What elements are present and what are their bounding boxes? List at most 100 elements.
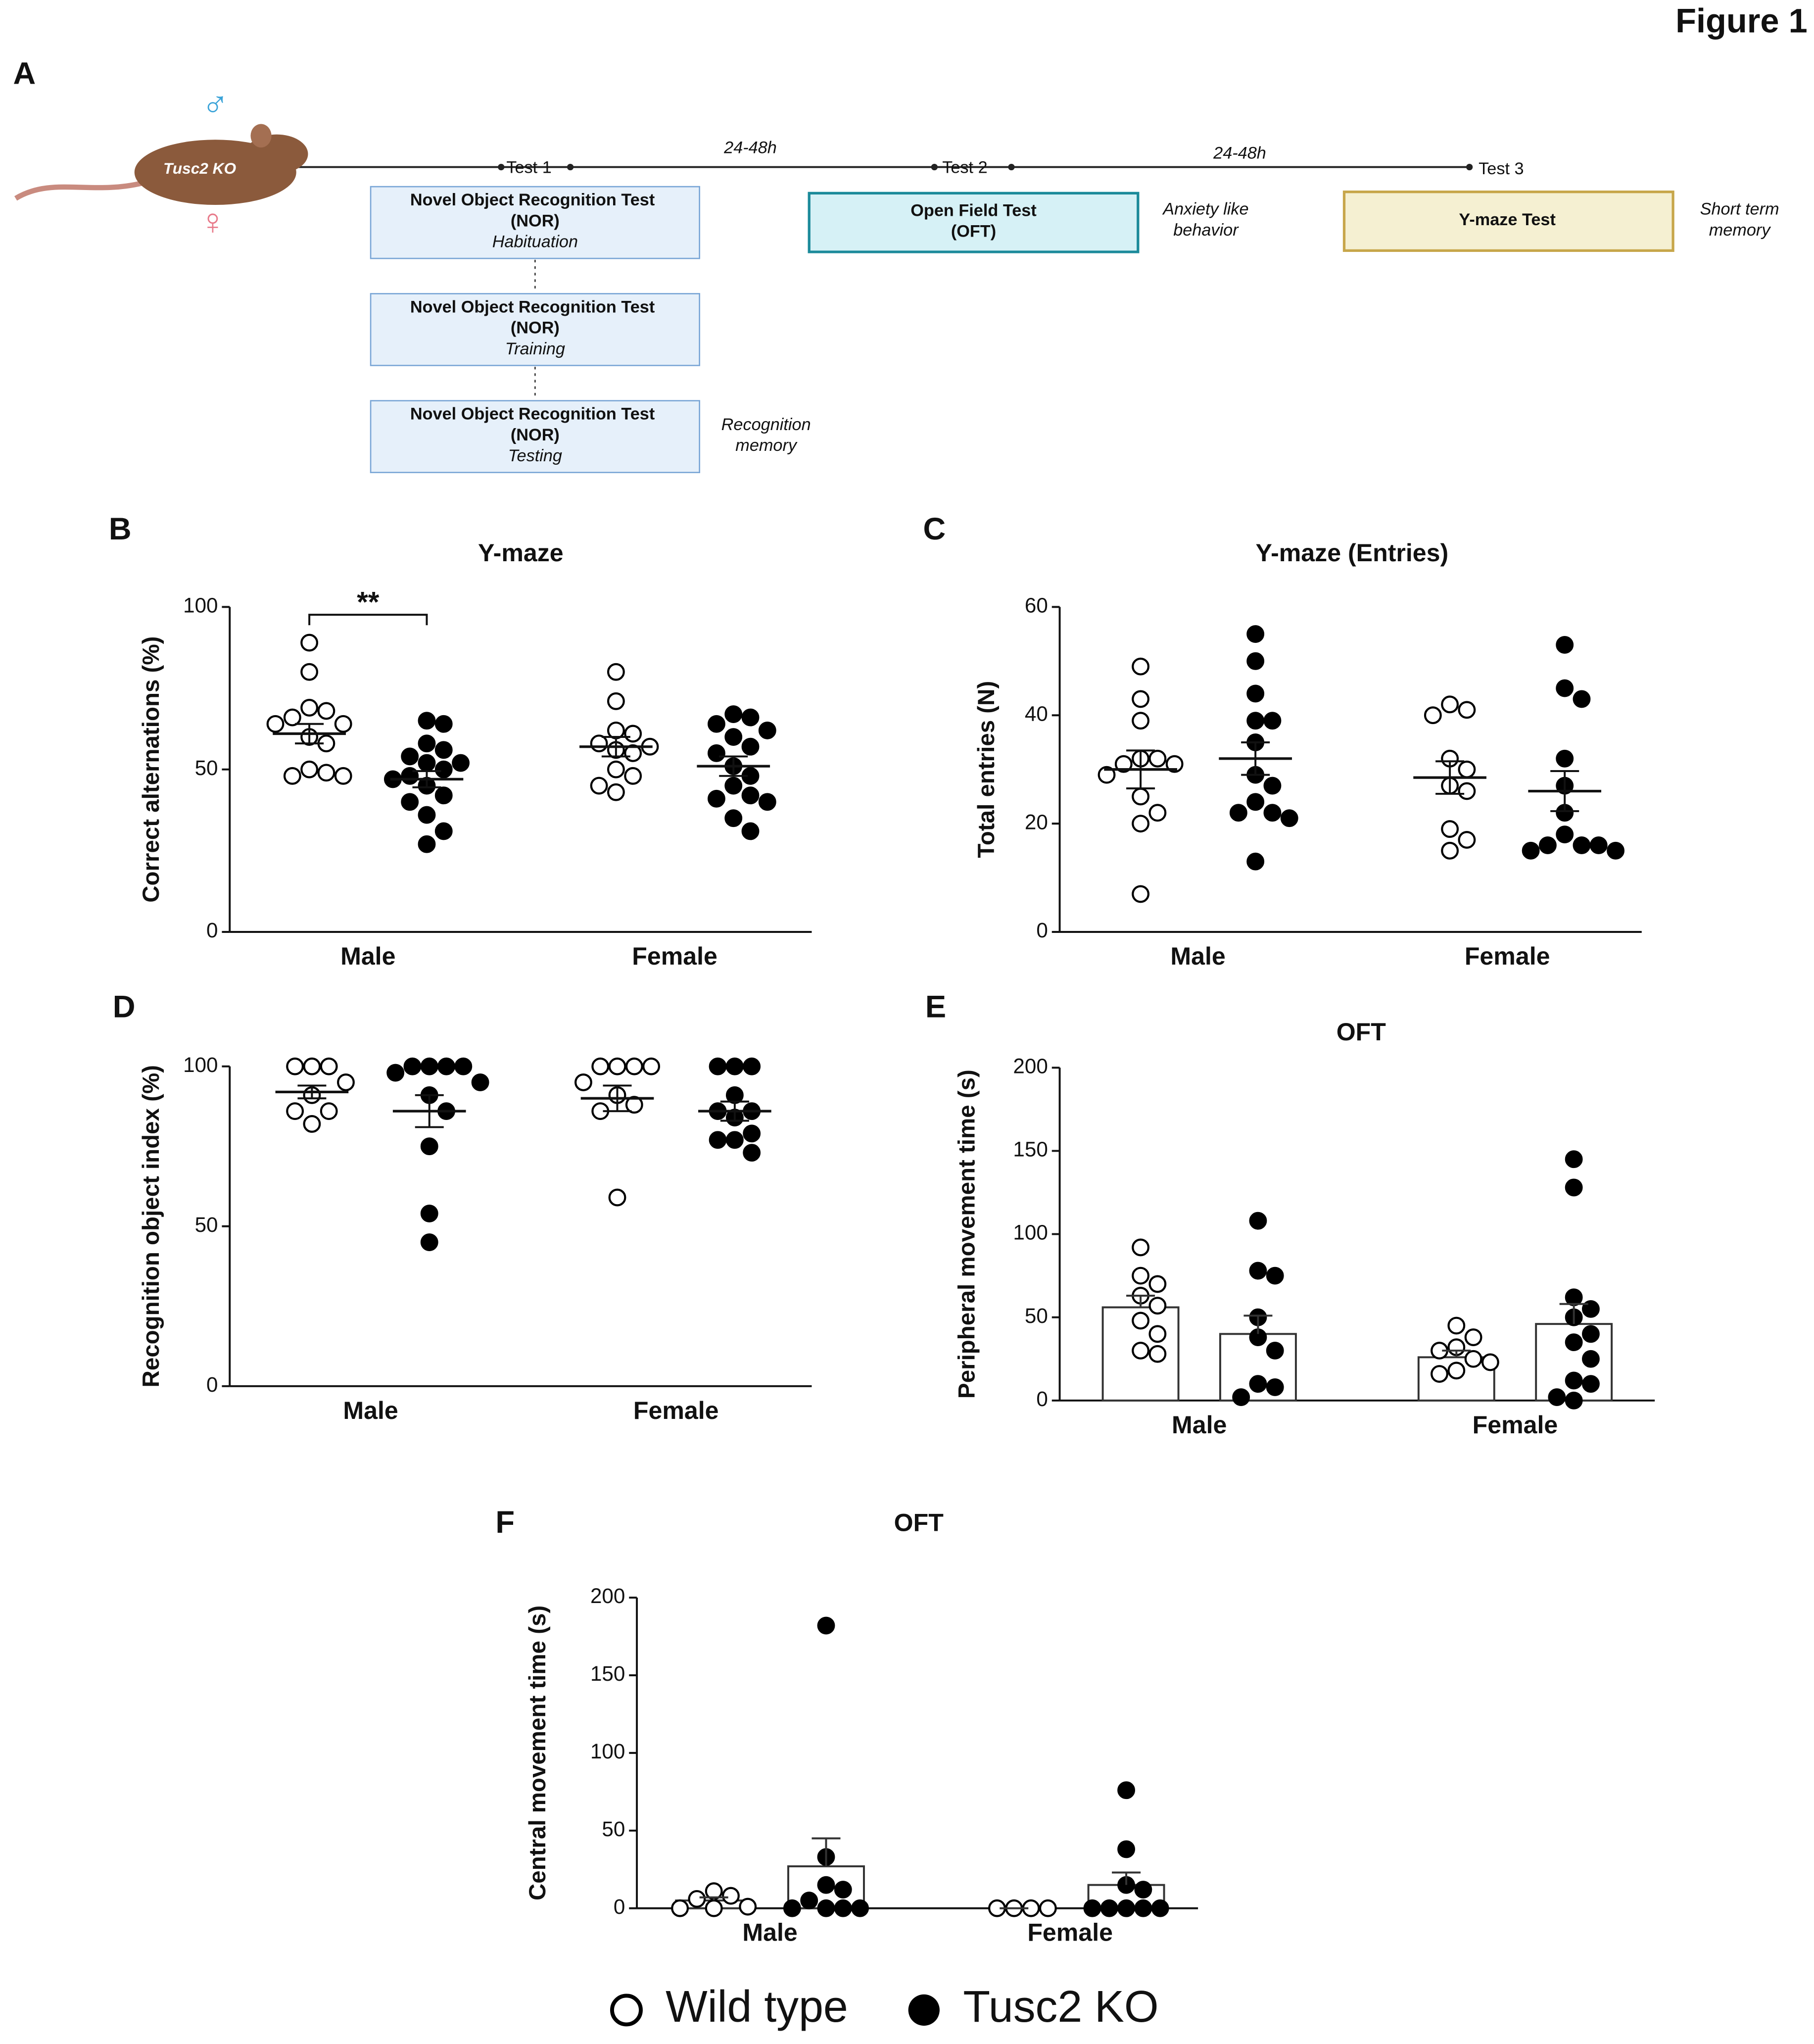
- panel-a: A Tusc2 KO ♂ ♀ Test 1 Test 2 Test 3 24-4…: [13, 56, 1779, 474]
- data-point: [418, 835, 436, 853]
- x-tick-label: Female: [632, 942, 717, 970]
- data-point: [1148, 804, 1167, 822]
- male-symbol: ♂: [202, 84, 229, 125]
- data-point: [1556, 636, 1574, 654]
- data-point: [1565, 1391, 1583, 1410]
- data-point: [1039, 1899, 1057, 1917]
- data-point: [625, 1096, 643, 1114]
- box: [808, 192, 1140, 253]
- mouse-ear: [250, 124, 272, 148]
- data-point: [1132, 885, 1150, 903]
- data-point: [705, 1899, 723, 1917]
- data-point: [741, 786, 760, 805]
- data-point: [708, 789, 725, 808]
- y-tick-label: 150: [1013, 1138, 1048, 1161]
- panel-letter: D: [113, 989, 136, 1024]
- data-point: [283, 767, 301, 785]
- data-point: [283, 708, 301, 727]
- data-point: [708, 744, 725, 762]
- data-point: [418, 754, 436, 772]
- data-point: [1607, 841, 1624, 860]
- figure-title: Figure 1: [1675, 2, 1808, 40]
- data-point: [1148, 749, 1167, 768]
- data-point: [434, 715, 453, 733]
- data-point: [1132, 690, 1150, 708]
- note: Short term: [1700, 200, 1779, 219]
- y-axis-label: Correct alternations (%): [138, 636, 164, 903]
- x-tick-label: Male: [340, 942, 395, 970]
- interval: 24-48h: [723, 139, 777, 157]
- data-point: [1565, 1150, 1583, 1168]
- data-point: [418, 734, 436, 753]
- data-point: [420, 1204, 438, 1222]
- data-point: [386, 1064, 405, 1082]
- data-point: [1538, 836, 1557, 854]
- data-point: [401, 793, 419, 811]
- y-tick-label: 50: [602, 1817, 625, 1841]
- x-tick-label: Female: [1027, 1919, 1113, 1947]
- y-tick-label: 100: [590, 1740, 625, 1763]
- panel-letter: F: [495, 1505, 515, 1540]
- data-point: [1151, 1899, 1169, 1917]
- chart-title: Y-maze: [478, 539, 564, 567]
- data-point: [800, 1892, 818, 1909]
- x-tick-label: Male: [742, 1919, 797, 1947]
- timepoint: Test 1: [506, 158, 551, 177]
- data-point: [724, 728, 743, 746]
- legend-marker: [908, 1994, 940, 2026]
- box-title: Novel Object Recognition Test: [410, 405, 655, 424]
- x-tick-label: Female: [1465, 942, 1550, 970]
- significance-label: **: [357, 586, 380, 618]
- data-point: [300, 663, 319, 681]
- data-point: [403, 1057, 422, 1075]
- data-point: [725, 1057, 744, 1075]
- box-title: Y-maze Test: [1459, 210, 1556, 229]
- data-point: [1232, 1388, 1250, 1407]
- data-point: [471, 1073, 489, 1091]
- box-phase: Testing: [508, 446, 562, 465]
- data-point: [574, 1073, 592, 1091]
- data-point: [1266, 1342, 1284, 1360]
- data-point: [1098, 766, 1116, 784]
- data-point: [783, 1899, 801, 1917]
- data-point: [452, 754, 470, 772]
- data-point: [624, 725, 642, 743]
- mouse-tail: [14, 180, 144, 201]
- y-tick-label: 50: [195, 756, 218, 779]
- data-point: [1458, 701, 1476, 719]
- y-axis-label: Recognition object index (%): [138, 1065, 164, 1387]
- data-point: [1246, 852, 1265, 871]
- y-tick-label: 0: [206, 1373, 218, 1396]
- data-point: [624, 767, 642, 785]
- data-point: [1582, 1300, 1600, 1318]
- y-tick-label: 100: [183, 1053, 218, 1076]
- data-point: [1481, 1353, 1499, 1371]
- data-point: [1582, 1325, 1600, 1343]
- data-point: [1266, 1378, 1284, 1396]
- data-point: [1132, 712, 1150, 730]
- x-tick-label: Female: [1473, 1411, 1558, 1439]
- female-symbol: ♀: [199, 201, 226, 242]
- data-point: [1246, 652, 1265, 670]
- data-point: [607, 692, 625, 710]
- data-point: [334, 715, 352, 733]
- data-point: [286, 1057, 304, 1075]
- data-point: [1565, 1371, 1583, 1390]
- data-point: [1522, 841, 1540, 860]
- data-point: [642, 1057, 661, 1075]
- data-point: [1117, 1781, 1135, 1800]
- data-point: [1548, 1388, 1566, 1407]
- legend-marker: [610, 1994, 643, 2027]
- data-point: [434, 760, 453, 779]
- y-tick-label: 50: [195, 1213, 218, 1236]
- data-point: [418, 806, 436, 824]
- data-point: [758, 721, 776, 739]
- data-point: [851, 1899, 869, 1917]
- y-tick-label: 0: [614, 1895, 625, 1918]
- data-point: [1132, 1342, 1150, 1360]
- data-point: [1431, 1365, 1448, 1383]
- data-point: [708, 715, 725, 733]
- data-point: [1441, 820, 1459, 838]
- note: memory: [735, 436, 798, 455]
- data-point: [300, 760, 319, 779]
